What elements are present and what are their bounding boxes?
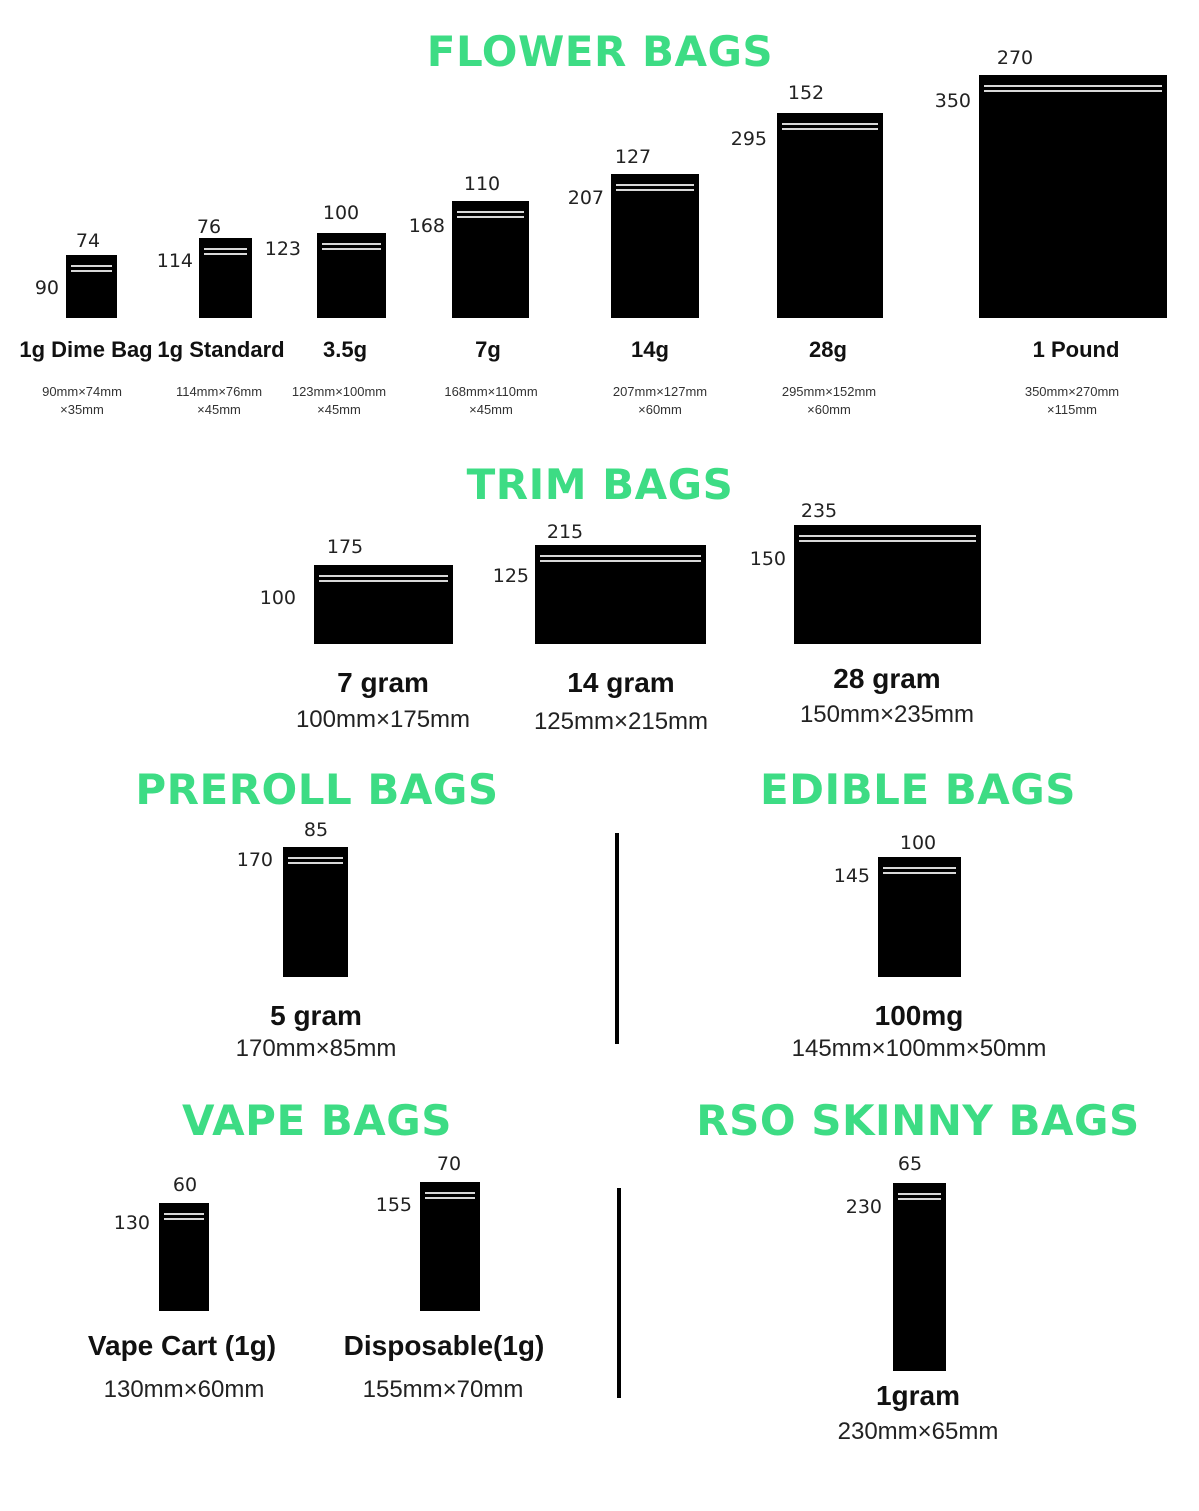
bag-width-label: 235: [800, 500, 838, 522]
preroll-bags-title: PREROLL BAGS: [135, 765, 499, 814]
bag-spec: 295mm×152mm ×60mm: [781, 384, 877, 417]
bag-height-label: 145: [833, 865, 870, 887]
bag-shape: [314, 565, 453, 644]
bag-shape: [420, 1182, 480, 1311]
bag-shape: [159, 1203, 209, 1311]
section-divider: [615, 833, 619, 1044]
bag-height-label: 100: [259, 587, 296, 609]
bag-size-label: 7 gram: [337, 667, 429, 698]
bag-width-label: 215: [546, 521, 584, 543]
flower-bags-title: FLOWER BAGS: [426, 27, 774, 76]
bag-spec: 150mm×235mm: [799, 701, 975, 728]
bag-spec: 145mm×100mm×50mm: [791, 1035, 1047, 1062]
bag-spec: 130mm×60mm: [103, 1376, 265, 1403]
bag-size-label: 14 gram: [567, 667, 675, 698]
bag-height-label: 130: [113, 1212, 150, 1234]
bag-height-label: 168: [408, 215, 445, 237]
bag-width-label: 100: [899, 832, 937, 854]
bag-spec: 207mm×127mm ×60mm: [612, 384, 708, 417]
edible-bags-title: EDIBLE BAGS: [759, 765, 1077, 814]
bag-spec: 123mm×100mm ×45mm: [291, 384, 387, 417]
bag-size-label: 1 Pound: [1032, 337, 1120, 362]
bag-height-label: 170: [236, 849, 273, 871]
bag-width-label: 100: [322, 202, 360, 224]
bag-height-label: 123: [264, 238, 301, 260]
bag-width-label: 65: [897, 1153, 923, 1175]
bag-width-label: 76: [196, 216, 222, 238]
bag-shape: [777, 113, 883, 318]
bag-shape: [794, 525, 981, 644]
bag-width-label: 127: [614, 146, 652, 168]
bag-shape: [317, 233, 386, 318]
bag-shape: [66, 255, 117, 318]
bag-size-label: 1g Standard: [157, 337, 285, 362]
bag-size-label: 3.5g: [322, 337, 368, 362]
bag-height-label: 295: [730, 128, 767, 150]
bag-size-label: Disposable(1g): [343, 1330, 545, 1361]
bag-spec: 100mm×175mm: [295, 706, 471, 733]
bag-height-label: 125: [492, 565, 529, 587]
bag-shape: [283, 847, 348, 977]
bag-size-label: 7g: [475, 337, 501, 362]
bag-height-label: 350: [934, 90, 971, 112]
bag-size-label: 28g: [809, 337, 847, 362]
trim-bags-title: TRIM BAGS: [466, 460, 734, 509]
bag-width-label: 85: [303, 819, 329, 841]
bag-shape: [979, 75, 1167, 318]
bag-shape: [893, 1183, 946, 1371]
bag-width-label: 152: [787, 82, 825, 104]
bag-height-label: 207: [567, 187, 604, 209]
bag-size-label: 14g: [631, 337, 669, 362]
bag-shape: [199, 238, 252, 318]
bag-size-label: Vape Cart (1g): [87, 1330, 277, 1361]
bag-size-label: 28 gram: [833, 663, 941, 694]
rso-skinny-bags-title: RSO SKINNY BAGS: [696, 1096, 1140, 1145]
bag-width-label: 70: [436, 1153, 462, 1175]
bag-spec: 170mm×85mm: [235, 1035, 397, 1062]
bag-spec: 230mm×65mm: [837, 1418, 999, 1445]
bag-width-label: 175: [326, 536, 364, 558]
bag-spec: 125mm×215mm: [533, 708, 709, 735]
bag-width-label: 60: [172, 1174, 198, 1196]
bag-size-label: 100mg: [874, 1000, 964, 1031]
bag-size-label: 1g Dime Bag: [19, 337, 153, 362]
bag-width-label: 270: [996, 47, 1034, 69]
bag-height-label: 90: [34, 277, 59, 299]
bag-shape: [535, 545, 706, 644]
bag-spec: 350mm×270mm ×115mm: [1024, 384, 1120, 417]
bag-width-label: 74: [75, 230, 101, 252]
bag-shape: [878, 857, 961, 977]
bag-width-label: 110: [463, 173, 501, 195]
bag-spec: 114mm×76mm ×45mm: [175, 384, 263, 417]
bag-spec: 168mm×110mm ×45mm: [444, 384, 538, 417]
vape-bags-title: VAPE BAGS: [182, 1096, 452, 1145]
bag-spec: 90mm×74mm ×35mm: [42, 384, 122, 417]
section-divider: [617, 1188, 621, 1398]
bag-height-label: 230: [845, 1196, 882, 1218]
bag-size-label: 1gram: [875, 1380, 961, 1411]
bag-size-label: 5 gram: [270, 1000, 362, 1031]
bag-shape: [611, 174, 699, 318]
bag-spec: 155mm×70mm: [362, 1376, 524, 1403]
bag-shape: [452, 201, 529, 318]
bag-height-label: 114: [156, 250, 193, 272]
bag-height-label: 155: [375, 1194, 412, 1216]
bag-height-label: 150: [749, 548, 786, 570]
